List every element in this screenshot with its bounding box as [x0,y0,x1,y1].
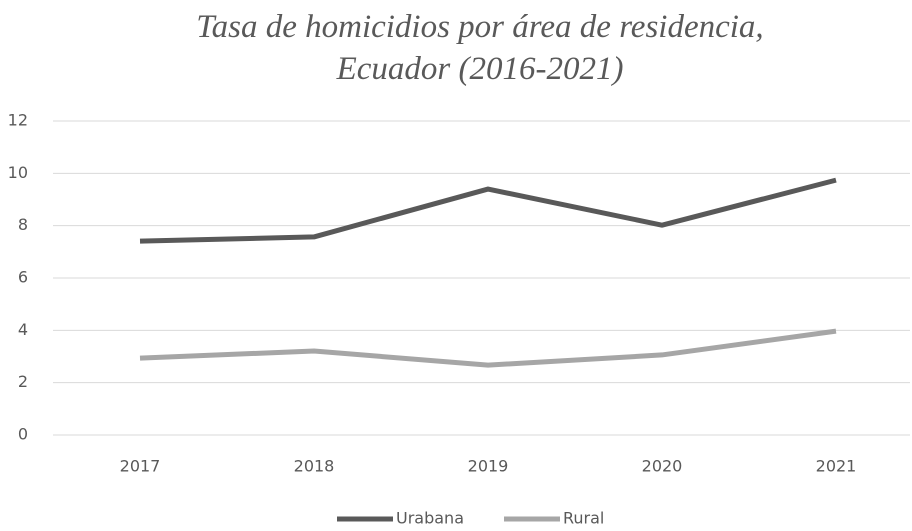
legend-label: Rural [563,509,604,528]
y-tick-label: 6 [18,268,28,287]
y-tick-label: 2 [18,372,28,391]
y-tick-label: 12 [8,111,28,130]
x-tick-label: 2017 [120,457,161,476]
chart-title: Tasa de homicidios por área de residenci… [196,9,764,87]
line-series [139,328,837,368]
x-tick-label: 2021 [816,457,857,476]
x-tick-label: 2019 [468,457,509,476]
y-tick-label: 10 [8,163,28,182]
legend-label: Urabana [396,509,464,528]
x-tick-label: 2020 [642,457,683,476]
y-tick-label: 8 [18,215,28,234]
y-tick-label: 0 [18,425,28,444]
x-tick-label: 2018 [294,457,335,476]
line-series [139,177,837,244]
y-tick-label: 4 [18,320,28,339]
